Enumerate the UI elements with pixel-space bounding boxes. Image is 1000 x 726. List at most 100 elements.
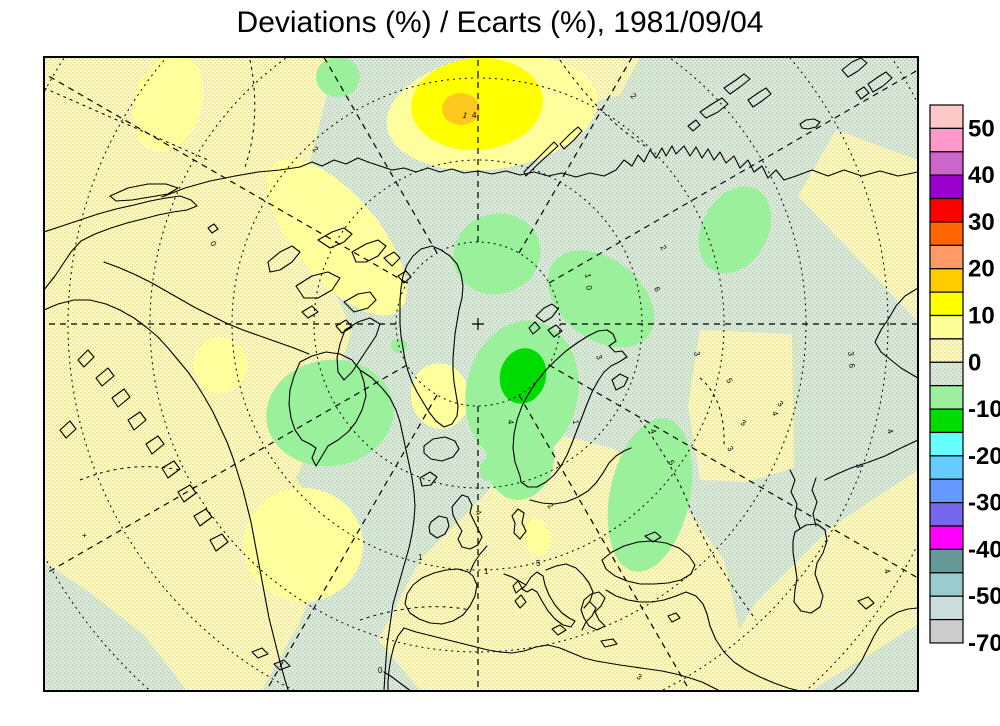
deviation-region-light-yellow xyxy=(267,158,407,316)
color-scale-legend: 50 40 30 20 10 0 -10 -20 -30 -40 -50 -70 xyxy=(929,104,1000,657)
contour-value-label: 0 xyxy=(584,285,594,291)
coastline-path xyxy=(600,638,618,648)
meridian-line xyxy=(265,394,438,691)
contour-value-label: 4 xyxy=(648,428,658,436)
coastline-path xyxy=(511,508,527,540)
background-yellow-stipple xyxy=(688,330,794,482)
legend-label: 50 xyxy=(968,115,995,142)
coastline-path xyxy=(601,540,696,585)
contour-value-label: 4 xyxy=(506,419,515,425)
legend-label: 20 xyxy=(968,256,995,283)
contour-value-label: 2 xyxy=(658,244,668,253)
deviation-region-light-green xyxy=(607,418,693,572)
coastline-path xyxy=(404,568,478,625)
meridian-line xyxy=(548,69,918,284)
coastline-path xyxy=(528,303,563,338)
coastline-path xyxy=(580,591,606,631)
legend-label: -50 xyxy=(968,583,1000,610)
latitude-circle xyxy=(67,57,889,691)
legend-cell xyxy=(929,408,964,434)
coastline-path xyxy=(792,523,828,614)
contour-value-label: 3 xyxy=(725,445,735,454)
deviation-region-light-green xyxy=(266,359,394,467)
plot-title: Deviations (%) / Ecarts (%), 1981/09/04 xyxy=(236,6,764,39)
deviation-region-light-green xyxy=(316,57,360,97)
contour-line xyxy=(359,606,471,621)
deviation-region-light-yellow xyxy=(193,337,247,393)
coastline-path xyxy=(824,439,918,481)
coastline-path xyxy=(359,369,416,691)
coastline-path xyxy=(387,627,405,691)
contour-value-label: 2 xyxy=(628,92,638,102)
contour-value-label: 3 xyxy=(776,399,786,409)
background-yellow-stipple xyxy=(700,470,918,690)
legend-label: -40 xyxy=(968,536,1000,563)
legend-label: -20 xyxy=(968,443,1000,470)
coastline-path xyxy=(529,447,632,505)
legend-cell xyxy=(929,455,964,480)
contour-value-label: 0 xyxy=(378,666,383,675)
contour-value-label: 2 xyxy=(311,145,321,155)
coastline-path xyxy=(581,601,597,631)
legend-cell xyxy=(929,268,964,293)
legend-cell xyxy=(929,127,964,153)
deviation-region-light-yellow xyxy=(523,518,551,556)
coastline-path xyxy=(451,494,483,550)
coastline-path xyxy=(857,596,875,610)
legend-cell xyxy=(929,151,964,176)
coastline-path xyxy=(799,118,821,130)
legend-cell xyxy=(929,104,964,129)
legend-cell xyxy=(929,502,964,527)
map-border xyxy=(43,56,919,692)
contour-value-label: 4 xyxy=(882,568,892,576)
coastline-path xyxy=(207,223,219,234)
coastline-path xyxy=(423,436,460,462)
contour-value-label: 6 xyxy=(652,286,662,294)
legend-label: 40 xyxy=(968,162,995,189)
coastline-path xyxy=(667,612,681,623)
coastline-path xyxy=(399,245,464,428)
contour-line xyxy=(79,466,181,481)
legend-label: 10 xyxy=(968,303,995,330)
coastline-path xyxy=(336,317,381,381)
meridian-line xyxy=(44,364,408,576)
coastline-path xyxy=(177,359,289,691)
meridian-line xyxy=(518,394,691,691)
coastline-path xyxy=(251,647,291,671)
contour-value-label: 5 xyxy=(666,459,676,468)
coastline-path xyxy=(59,349,229,552)
legend-cell xyxy=(929,548,964,574)
legend-label: 0 xyxy=(968,349,981,376)
coastline-path xyxy=(545,563,594,609)
coastline-path xyxy=(521,571,576,628)
coastline-path xyxy=(874,287,918,379)
contour-value-label: 4 xyxy=(472,111,477,120)
contour-value-label: 4 xyxy=(473,509,483,518)
contour-value-label: + xyxy=(82,531,87,540)
contour-value-label: 1 xyxy=(583,273,593,279)
background-yellow-stipple xyxy=(798,130,918,322)
coastline-path xyxy=(503,573,527,586)
coastline-path xyxy=(267,227,387,334)
coastline-path xyxy=(109,183,179,202)
coastline-path xyxy=(512,329,628,488)
legend-cell xyxy=(929,221,964,246)
deviation-region-light-green xyxy=(485,416,555,500)
coastline-path xyxy=(523,126,583,177)
deviation-region-light-green xyxy=(480,459,494,481)
coastline-path xyxy=(644,531,662,543)
legend-cell xyxy=(929,291,964,317)
coastline-path xyxy=(789,469,801,529)
contour-value-label: 3 xyxy=(739,418,748,428)
deviation-region-light-yellow xyxy=(410,363,470,429)
legend-cell xyxy=(929,361,964,387)
contour-value-label: 3 xyxy=(692,351,702,357)
deviation-region-green xyxy=(499,348,547,404)
coastline-path xyxy=(403,627,719,691)
legend-cell xyxy=(929,525,964,551)
coastline-path xyxy=(841,57,893,100)
contour-value-label: 3 xyxy=(594,354,604,362)
contour-value-label: 4 xyxy=(770,410,780,417)
